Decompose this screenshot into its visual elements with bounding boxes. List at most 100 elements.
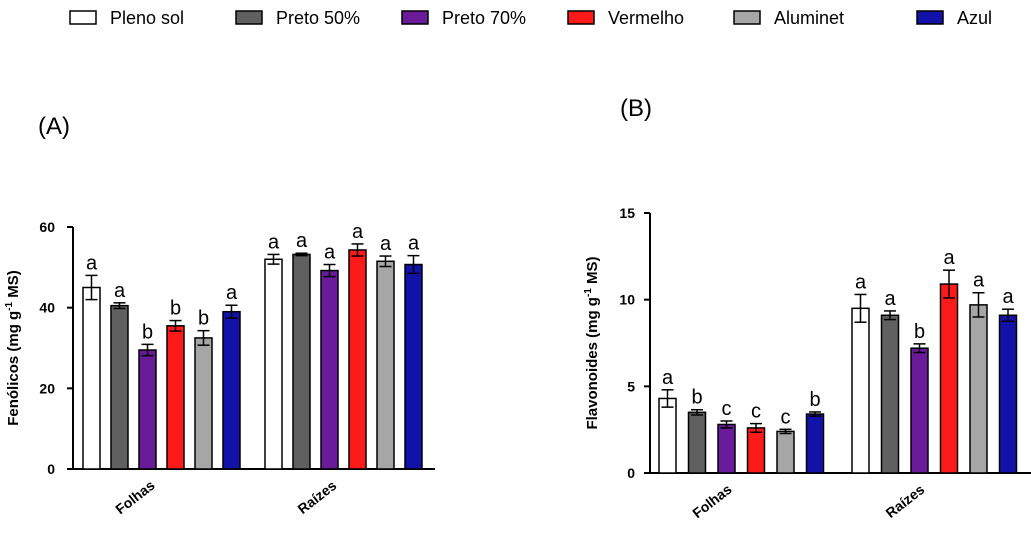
- bar: [110, 304, 129, 470]
- significance-label: a: [324, 242, 336, 264]
- legend-item-vermelho: Vermelho: [567, 8, 684, 28]
- x-category-label: Raízes: [883, 481, 928, 521]
- legend-swatch: [235, 10, 263, 25]
- y-tick-label: 15: [619, 205, 635, 221]
- y-axis-title-superscript: -1: [4, 301, 15, 310]
- x-category-label: Folhas: [689, 481, 735, 522]
- legend-label: Aluminet: [774, 8, 844, 28]
- bar-group-raizes-preto-50: a: [880, 288, 900, 474]
- bar-group-raizes-azul: a: [404, 233, 423, 470]
- legend-item-pleno-sol: Pleno sol: [69, 8, 184, 28]
- bar: [969, 304, 988, 474]
- y-axis-title-superscript: -1: [583, 288, 594, 297]
- legend-item-preto-50: Preto 50%: [235, 8, 360, 28]
- significance-label: a: [973, 270, 985, 292]
- panel-label: (A): [38, 113, 70, 140]
- bar-group-folhas-preto-70: c: [717, 398, 736, 474]
- bar-group-folhas-vermelho: b: [166, 298, 185, 470]
- bar-group-folhas-azul: a: [222, 282, 241, 470]
- x-category-label: Raízes: [295, 477, 340, 517]
- legend-label: Preto 70%: [442, 8, 526, 28]
- bar: [746, 427, 766, 474]
- y-axis-title-end: MS): [5, 270, 22, 302]
- significance-label: b: [914, 321, 925, 343]
- legend-item-preto-70: Preto 70%: [401, 8, 526, 28]
- significance-label: a: [943, 247, 955, 269]
- bar: [264, 258, 283, 470]
- x-category-label: Folhas: [112, 477, 158, 518]
- bar: [194, 337, 213, 470]
- y-axis-title-main: Flavonoides (mg g: [584, 297, 601, 430]
- bar: [404, 263, 423, 470]
- y-tick-label: 0: [47, 461, 55, 477]
- y-tick-label: 0: [627, 465, 635, 481]
- bar-group-folhas-preto-70: b: [138, 321, 157, 470]
- significance-label: a: [662, 367, 674, 389]
- bar-group-raizes-pleno-sol: a: [264, 231, 283, 470]
- bar-group-raizes-vermelho: a: [348, 221, 367, 470]
- significance-label: a: [352, 221, 364, 243]
- legend-swatch: [567, 10, 595, 25]
- legend-label: Preto 50%: [276, 8, 360, 28]
- bar: [805, 413, 825, 474]
- significance-label: c: [751, 401, 761, 423]
- bar-group-folhas-aluminet: b: [194, 308, 213, 470]
- bar: [658, 397, 677, 474]
- significance-label: a: [296, 230, 308, 252]
- panel-label: (B): [620, 95, 652, 122]
- legend-swatch: [69, 10, 97, 25]
- significance-label: c: [722, 398, 732, 420]
- bar-group-folhas-pleno-sol: a: [82, 252, 101, 470]
- bar: [138, 349, 157, 470]
- bar: [82, 286, 101, 470]
- y-tick-label: 10: [619, 292, 635, 308]
- bar-group-raizes-vermelho: a: [939, 247, 959, 474]
- bar: [851, 307, 870, 474]
- significance-label: b: [142, 321, 153, 343]
- bar: [292, 253, 311, 470]
- legend: Pleno sol Preto 50% Preto 70% Vermelho Alumi…: [69, 8, 992, 28]
- bar-group-raizes-aluminet: a: [969, 270, 988, 474]
- bar: [687, 411, 707, 474]
- bar-group-raizes-preto-70: a: [320, 242, 339, 470]
- legend-swatch: [916, 10, 944, 25]
- significance-label: a: [380, 233, 392, 255]
- bar-group-raizes-preto-50: a: [292, 230, 311, 470]
- bar-group-folhas-preto-50: a: [110, 280, 129, 470]
- significance-label: b: [198, 308, 209, 330]
- bar-group-folhas-aluminet: c: [776, 406, 795, 474]
- bar: [910, 347, 929, 474]
- bar: [222, 310, 241, 470]
- bar: [880, 314, 900, 474]
- significance-label: a: [884, 288, 896, 310]
- significance-label: a: [268, 231, 280, 253]
- y-axis-title: Fenólicos (mg g-1 MS): [4, 270, 22, 426]
- bar: [320, 269, 339, 470]
- significance-label: a: [408, 233, 420, 255]
- legend-swatch: [401, 10, 429, 25]
- bar: [717, 423, 736, 474]
- legend-item-aluminet: Aluminet: [733, 8, 844, 28]
- bar: [376, 260, 395, 470]
- significance-label: a: [86, 252, 98, 274]
- significance-label: a: [855, 271, 867, 293]
- bar: [939, 283, 959, 474]
- significance-label: b: [170, 298, 181, 320]
- legend-label: Pleno sol: [110, 8, 184, 28]
- y-axis-title: Flavonoides (mg g-1 MS): [583, 256, 601, 429]
- legend-swatch: [733, 10, 761, 25]
- bar: [348, 249, 367, 470]
- legend-label: Azul: [957, 8, 992, 28]
- bar-group-folhas-pleno-sol: a: [658, 367, 677, 474]
- bar-group-raizes-aluminet: a: [376, 233, 395, 470]
- legend-item-azul: Azul: [916, 8, 992, 28]
- bar-group-folhas-vermelho: c: [746, 401, 766, 474]
- bar: [166, 325, 185, 470]
- bar-group-raizes-azul: a: [998, 286, 1018, 474]
- bar-group-raizes-preto-70: b: [910, 321, 929, 474]
- bar-group-folhas-azul: b: [805, 389, 825, 474]
- significance-label: a: [114, 280, 126, 302]
